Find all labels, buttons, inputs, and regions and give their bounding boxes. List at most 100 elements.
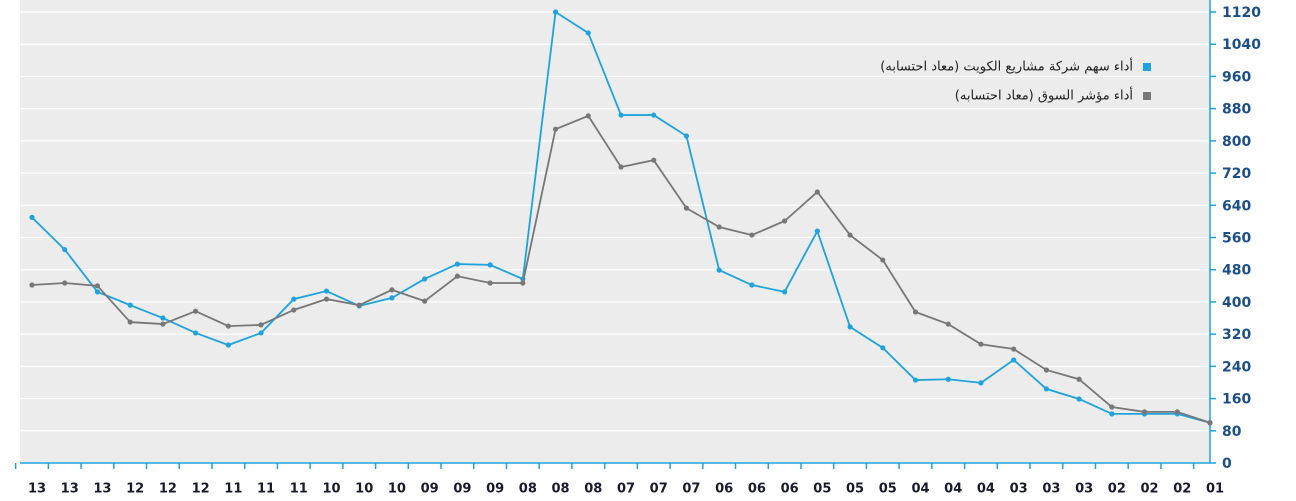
data-point — [193, 308, 199, 314]
y-tick-label: 560 — [1222, 231, 1251, 247]
x-tick-label: 06 — [715, 482, 733, 497]
data-point — [225, 323, 231, 329]
legend-label: أداء مؤشر السوق (معاد احتسابه) — [955, 87, 1133, 104]
data-point — [651, 112, 657, 118]
data-point — [978, 380, 984, 386]
data-point — [422, 276, 428, 282]
data-point — [814, 189, 820, 195]
data-point — [258, 330, 264, 336]
x-tick-label: 10 — [355, 482, 373, 497]
data-point — [487, 262, 493, 268]
data-point — [29, 214, 35, 220]
data-point — [94, 289, 101, 295]
x-tick-label: 03 — [1075, 482, 1093, 497]
y-tick-label: 0 — [1222, 456, 1232, 472]
data-point — [585, 30, 591, 36]
data-point — [225, 342, 231, 348]
y-tick-label: 240 — [1222, 359, 1251, 375]
x-tick-label: 01 — [1206, 482, 1224, 497]
data-point — [1174, 409, 1180, 415]
data-point — [847, 232, 853, 238]
x-tick-label: 13 — [61, 482, 79, 497]
data-point — [487, 280, 493, 286]
y-tick-label: 880 — [1222, 102, 1251, 118]
data-point — [847, 324, 853, 330]
x-tick-label: 03 — [1010, 482, 1028, 497]
data-point — [1043, 386, 1049, 392]
x-tick-label: 09 — [486, 482, 504, 497]
x-tick-label: 04 — [911, 482, 929, 497]
data-point — [1011, 357, 1017, 363]
x-tick-label: 07 — [682, 482, 700, 497]
data-point — [552, 126, 559, 132]
y-tick-label: 640 — [1222, 198, 1251, 214]
data-point — [422, 298, 428, 304]
data-point — [1076, 396, 1082, 402]
x-tick-label: 03 — [1042, 482, 1060, 497]
plot-background — [20, 0, 1210, 463]
data-point — [29, 282, 35, 288]
data-point — [454, 261, 460, 267]
data-point — [1011, 346, 1017, 352]
data-point — [782, 289, 788, 295]
y-tick-label: 320 — [1222, 327, 1251, 343]
data-point — [945, 321, 951, 327]
data-point — [454, 273, 460, 279]
data-point — [618, 164, 624, 170]
data-point — [651, 157, 657, 163]
data-point — [160, 315, 166, 321]
data-point — [978, 341, 984, 347]
y-tick-label: 800 — [1222, 134, 1251, 150]
legend-swatch — [1143, 63, 1151, 71]
data-point — [1043, 367, 1049, 373]
x-tick-label: 09 — [421, 482, 439, 497]
data-point — [912, 309, 919, 315]
data-point — [520, 280, 526, 286]
x-tick-label: 02 — [1173, 482, 1191, 497]
x-tick-label: 04 — [944, 482, 962, 497]
x-tick-label: 06 — [748, 482, 766, 497]
x-tick-label: 10 — [322, 482, 340, 497]
x-tick-label: 05 — [846, 482, 864, 497]
x-tick-label: 04 — [977, 482, 995, 497]
data-point — [880, 345, 886, 351]
data-point — [291, 296, 297, 302]
x-tick-label: 12 — [192, 482, 210, 497]
data-point — [1109, 411, 1115, 417]
data-point — [389, 287, 395, 293]
data-point — [1207, 420, 1213, 426]
data-point — [945, 376, 951, 382]
data-point — [323, 288, 330, 294]
data-point — [127, 319, 133, 325]
x-tick-label: 02 — [1141, 482, 1159, 497]
data-point — [683, 133, 690, 139]
x-tick-label: 13 — [93, 482, 111, 497]
x-tick-label: 09 — [453, 482, 471, 497]
data-point — [912, 377, 919, 383]
legend-label: أداء سهم شركة مشاريع الكويت (معاد احتساب… — [880, 58, 1133, 75]
y-tick-label: 1120 — [1222, 5, 1261, 21]
data-point — [585, 113, 591, 119]
data-point — [880, 257, 886, 263]
data-point — [62, 246, 68, 253]
data-point — [814, 228, 820, 234]
data-point — [356, 302, 362, 308]
x-tick-label: 11 — [224, 482, 242, 497]
x-tick-label: 05 — [813, 482, 831, 497]
x-tick-label: 12 — [126, 482, 144, 497]
x-tick-label: 11 — [257, 482, 275, 497]
x-tick-label: 02 — [1108, 482, 1126, 497]
data-point — [782, 218, 788, 224]
x-tick-label: 08 — [552, 482, 570, 497]
data-point — [1109, 404, 1115, 410]
x-tick-label: 06 — [781, 482, 799, 497]
data-point — [160, 321, 166, 327]
data-point — [552, 9, 559, 15]
data-point — [258, 322, 264, 328]
y-tick-label: 720 — [1222, 166, 1251, 182]
x-tick-label: 12 — [159, 482, 177, 497]
data-point — [94, 283, 101, 289]
data-point — [749, 232, 755, 238]
legend-swatch — [1143, 92, 1151, 100]
data-point — [323, 296, 330, 302]
